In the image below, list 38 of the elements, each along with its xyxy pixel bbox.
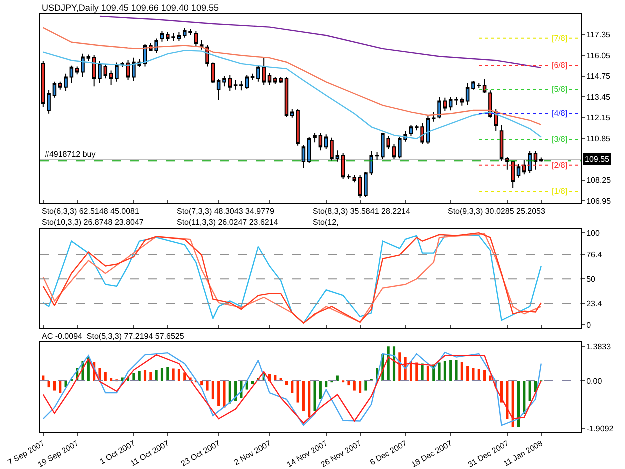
annotation: [7/8] — [552, 34, 568, 43]
y-tick-label: 106.95 — [586, 196, 612, 206]
annotation: [5/8] — [552, 85, 568, 94]
y-tick-label: 76.4 — [586, 250, 603, 260]
y-tick-label: 113.45 — [586, 92, 612, 102]
y-tick-label: 117.35 — [586, 30, 612, 40]
ref-line-label: 109.55 — [585, 155, 610, 164]
y-tick-label: 116.05 — [586, 51, 612, 60]
x-tick-label: 2 Nov 2007 — [232, 438, 274, 468]
y-tick-label: 0.00 — [586, 376, 603, 386]
y-tick-label: 23.4 — [586, 299, 603, 308]
y-tick-label: 114.75 — [586, 72, 612, 82]
y-tick-label: 112.15 — [586, 114, 612, 123]
y-tick-label: 0 — [586, 320, 592, 330]
annotation: [2/8] — [552, 161, 568, 170]
annotation: [6/8] — [552, 61, 568, 70]
y-tick-label: 100 — [586, 228, 600, 238]
y-tick-label: 1.3833 — [586, 342, 612, 352]
y-tick-label: 110.85 — [586, 134, 612, 144]
y-tick-label: -1.9092 — [586, 424, 614, 434]
annotation: [4/8] — [552, 109, 568, 118]
chart-title: USDJPY,Daily 109.45 109.66 109.40 109.55 — [42, 3, 219, 13]
annotation: [3/8] — [552, 135, 568, 144]
text: Sto(6,3,3) 62.5148 45.0081 — [42, 207, 140, 216]
text: Sto(11,3,3) 26.0247 23.6214 — [177, 218, 279, 227]
annotation: [1/8] — [552, 187, 568, 196]
x-tick-label: 18 Dec 2007 — [410, 438, 454, 469]
text: AC -0.0094 Sto(5,3,3) 77.2194 57.6525 — [42, 332, 185, 341]
x-tick-label: 23 Oct 2007 — [180, 438, 222, 469]
text: Sto(7,3,3) 48.3043 34.9779 — [177, 207, 275, 216]
y-tick-label: 108.25 — [586, 176, 612, 186]
text: Sto(10,3,3) 26.8748 23.8047 — [42, 218, 144, 227]
y-tick-label: 50 — [586, 274, 596, 284]
x-tick-label: 6 Dec 2007 — [368, 438, 410, 468]
text: Sto(9,3,3) 30.0285 25.2053 — [448, 207, 546, 216]
ref-line-label: #4918712 buy — [45, 150, 96, 159]
text: Sto(8,3,3) 35.5841 28.2214 — [313, 207, 411, 216]
text: Sto(12, — [313, 218, 339, 227]
